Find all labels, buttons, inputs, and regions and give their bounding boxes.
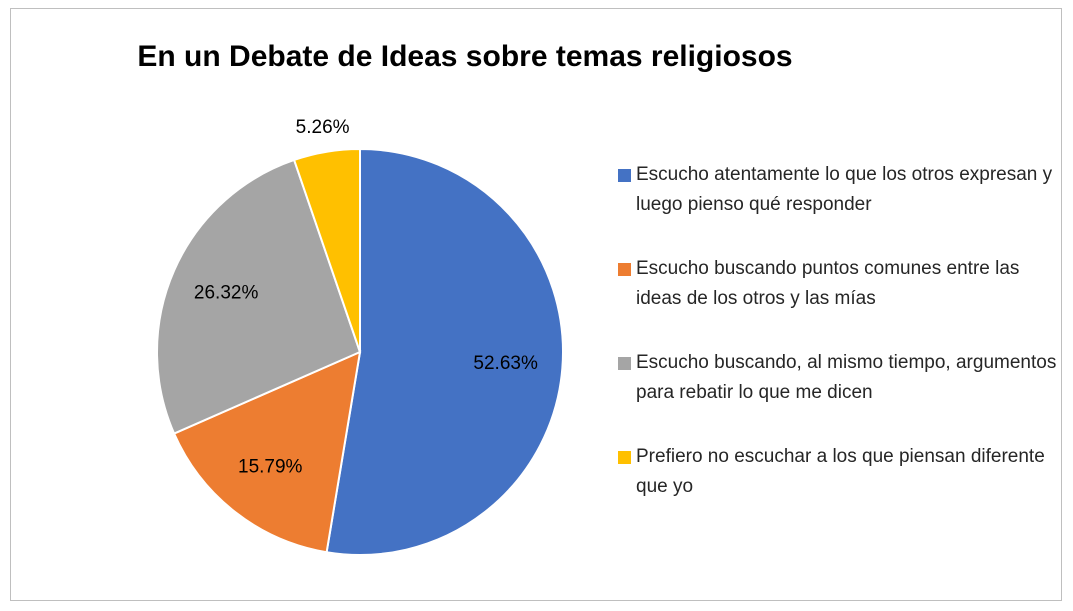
pie-slice xyxy=(172,350,362,554)
data-label: 52.63% xyxy=(473,353,538,374)
legend-entry: Escucho buscando puntos comunes entre la… xyxy=(618,254,1058,314)
pie-slice xyxy=(325,147,564,556)
legend-swatch xyxy=(618,357,631,370)
legend-label: Prefiero no escuchar a los que piensan d… xyxy=(636,446,1045,497)
legend-swatch xyxy=(618,263,631,276)
legend-entry: Escucho buscando, al mismo tiempo, argum… xyxy=(618,348,1058,408)
pie-slice xyxy=(156,158,362,435)
data-label: 26.32% xyxy=(194,282,259,303)
legend: Escucho atentamente lo que los otros exp… xyxy=(618,160,1058,502)
data-label: 5.26% xyxy=(296,117,350,138)
legend-swatch xyxy=(618,169,631,182)
data-label: 15.79% xyxy=(238,456,303,477)
chart-title: En un Debate de Ideas sobre temas religi… xyxy=(137,40,792,73)
legend-label: Escucho buscando, al mismo tiempo, argum… xyxy=(636,352,1057,403)
legend-swatch xyxy=(618,451,631,464)
legend-entry: Prefiero no escuchar a los que piensan d… xyxy=(618,442,1058,502)
legend-entry: Escucho atentamente lo que los otros exp… xyxy=(618,160,1058,220)
chart-border xyxy=(10,8,1062,601)
legend-label: Escucho atentamente lo que los otros exp… xyxy=(636,164,1053,215)
legend-label: Escucho buscando puntos comunes entre la… xyxy=(636,258,1020,309)
pie-slice xyxy=(292,147,361,353)
